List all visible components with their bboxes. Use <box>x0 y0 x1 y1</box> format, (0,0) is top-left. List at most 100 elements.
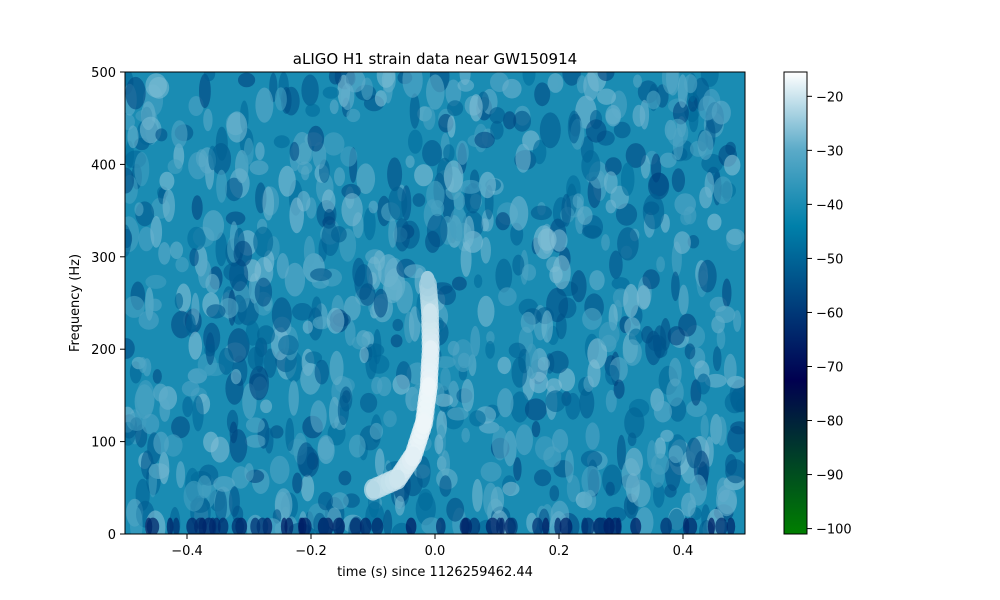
heatmap-cell <box>155 128 168 142</box>
heatmap-cell <box>134 151 150 187</box>
heatmap-cell <box>545 390 566 413</box>
heatmap-cell <box>639 99 650 130</box>
heatmap-cell <box>348 434 366 458</box>
heatmap-cell <box>318 491 333 511</box>
heatmap-cell <box>346 108 361 123</box>
heatmap-cell <box>562 72 581 86</box>
y-axis-label: Frequency (Hz) <box>68 254 83 352</box>
heatmap-cell <box>371 376 383 395</box>
heatmap-cell <box>497 388 514 418</box>
heatmap-cell <box>627 432 637 447</box>
heatmap-cell <box>547 77 559 91</box>
colorbar-tick-label: −30 <box>816 144 843 159</box>
heatmap-cell <box>189 248 199 267</box>
heatmap-cell <box>611 277 630 290</box>
heatmap-cell <box>322 86 340 99</box>
heatmap-cell <box>351 335 369 350</box>
heatmap-cell <box>289 141 300 161</box>
heatmap-cell <box>469 94 483 122</box>
heatmap-cell <box>497 356 512 375</box>
x-tick-label: 0.2 <box>549 544 570 559</box>
heatmap-cell <box>580 450 603 468</box>
heatmap-cell <box>461 427 471 443</box>
colorbar <box>783 71 808 535</box>
heatmap-cell <box>666 72 680 96</box>
heatmap-cell <box>463 215 475 248</box>
heatmap-cell <box>292 472 303 494</box>
y-tick-label: 400 <box>91 158 116 173</box>
heatmap-cell <box>363 207 376 241</box>
chirp-point <box>416 414 431 433</box>
heatmap-cell <box>174 293 184 309</box>
heatmap-cell <box>249 160 269 176</box>
heatmap-cell <box>597 72 615 82</box>
heatmap-cell <box>630 517 642 534</box>
heatmap-cell <box>598 321 620 347</box>
heatmap-cell <box>426 74 445 110</box>
heatmap-cell <box>446 497 465 522</box>
heatmap-cell <box>479 171 496 199</box>
heatmap-cell <box>656 256 665 273</box>
heatmap-cell <box>188 331 203 360</box>
heatmap-cell <box>636 285 651 310</box>
heatmap-cell <box>605 481 615 497</box>
heatmap-cell <box>549 485 560 502</box>
heatmap-cell <box>329 350 344 386</box>
heatmap-cell <box>515 143 531 173</box>
heatmap-cell <box>206 304 226 319</box>
chirp-point <box>423 340 438 359</box>
heatmap-cell <box>292 303 313 321</box>
heatmap-cell <box>307 125 325 152</box>
heatmap-cell <box>584 489 597 511</box>
heatmap-cell <box>183 480 205 512</box>
heatmap-cell <box>447 100 464 116</box>
heatmap-cell <box>605 104 622 127</box>
heatmap-cell <box>388 186 408 221</box>
chirp-point <box>406 446 421 465</box>
heatmap-cell <box>723 353 737 386</box>
heatmap-cell <box>125 338 135 359</box>
colorbar-axis: −20 −30 −40 −50 −60 −70 −80 −90 −100 <box>807 90 852 538</box>
heatmap-cell <box>317 435 335 460</box>
heatmap-cell <box>205 273 220 294</box>
heatmap-cell <box>405 517 417 534</box>
heatmap-cell <box>521 264 537 281</box>
heatmap-cell <box>625 143 646 168</box>
heatmap-cell <box>603 171 618 194</box>
heatmap-cell <box>525 343 539 380</box>
heatmap-cell <box>383 509 393 534</box>
heatmap-cell <box>341 193 363 227</box>
heatmap-cell <box>625 447 643 476</box>
heatmap-cell <box>716 328 726 350</box>
heatmap-cell <box>245 320 260 346</box>
heatmap-cell <box>489 107 506 124</box>
heatmap-cell <box>297 142 313 164</box>
y-tick-label: 200 <box>91 343 116 358</box>
heatmap-cell <box>498 287 517 306</box>
heatmap-cell <box>412 193 426 207</box>
heatmap-cell <box>726 517 736 534</box>
heatmap-cell <box>707 517 716 534</box>
heatmap-cell <box>532 517 544 534</box>
chirp-point <box>366 480 380 499</box>
heatmap-cell <box>321 189 336 213</box>
heatmap-cell <box>513 110 531 132</box>
heatmap-cell <box>583 72 599 101</box>
heatmap-cell <box>314 359 329 385</box>
heatmap-cell <box>447 340 460 356</box>
heatmap-cell <box>668 445 684 464</box>
chirp-point <box>421 377 436 396</box>
heatmap-cell <box>726 228 745 245</box>
heatmap-cell <box>215 126 228 161</box>
heatmap-cell <box>666 378 684 407</box>
x-tick-label: −0.2 <box>295 544 327 559</box>
heatmap-cell <box>422 140 443 167</box>
heatmap-cell <box>352 257 366 287</box>
heatmap-cell <box>672 127 684 161</box>
x-axis: −0.4 −0.2 0.0 0.2 0.4 <box>171 534 693 559</box>
heatmap-cell <box>684 343 696 360</box>
heatmap-cell <box>276 253 289 279</box>
heatmap-cell <box>356 163 376 194</box>
heatmap-cell <box>199 73 211 109</box>
heatmap-cell <box>515 424 533 456</box>
